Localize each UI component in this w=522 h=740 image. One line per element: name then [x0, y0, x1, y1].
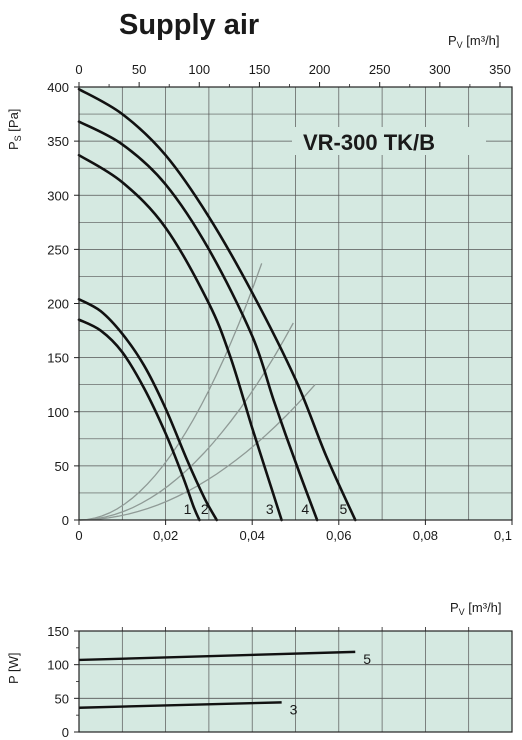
power-plot-frame [78, 630, 513, 733]
model-label-background [292, 127, 486, 155]
chart-title: Supply air [119, 9, 259, 41]
y-axis-label: PS [Pa] [6, 109, 23, 150]
fan-curve-3 [77, 153, 283, 522]
system-curve [78, 384, 316, 521]
system-curves [78, 263, 316, 521]
top-tick-label: 150 [249, 62, 271, 77]
top-tick-label: 0 [75, 62, 82, 77]
top-axis-unit-rest: [m³/h] [463, 33, 500, 48]
y-tick-label: 300 [47, 188, 69, 203]
y-tick-label: 250 [47, 242, 69, 257]
x-tick-label: 0,04 [240, 528, 265, 543]
power-curve-label-5: 5 [363, 651, 371, 667]
top-tick-label: 200 [309, 62, 331, 77]
fan-curve-4 [77, 120, 319, 522]
model-label: VR-300 TK/B [303, 130, 435, 155]
fan-curve-1 [77, 318, 201, 522]
power-curves: 53 [78, 650, 371, 717]
power-chart-x-unit-main: P [450, 600, 459, 615]
top-tick-label: 50 [132, 62, 146, 77]
power-chart-x-unit-rest: [m³/h] [465, 600, 502, 615]
x-tick-label: 0,1 [494, 528, 512, 543]
top-tick-label: 300 [429, 62, 451, 77]
top-axis-unit-label: PV [m³/h] [448, 33, 500, 50]
main-plot-tick-labels: 0 0,02 0,04 0,06 0,08 0,10 50 100 150 200 250 300 35… [47, 62, 512, 543]
fan-curve-label-3: 3 [266, 501, 274, 517]
y-axis-label-main: P [6, 141, 21, 150]
y-axis-label-sub: S [13, 135, 23, 141]
y-tick-label: 100 [47, 405, 69, 420]
main-plot-grid [79, 87, 512, 520]
y-tick-label: 200 [47, 297, 69, 312]
system-curve [78, 322, 294, 521]
power-y-tick-label: 100 [47, 658, 69, 673]
fan-curve-2 [77, 297, 218, 522]
power-plot-grid [79, 631, 512, 732]
top-axis-unit-sub: V [457, 40, 463, 50]
power-plot-tick-marks [74, 627, 470, 733]
power-curve-5 [78, 650, 356, 662]
y-tick-label: 50 [55, 459, 69, 474]
system-curve [78, 263, 263, 521]
y-tick-label: 350 [47, 134, 69, 149]
power-chart-x-unit-label: PV [m³/h] [450, 600, 502, 617]
top-tick-label: 100 [188, 62, 210, 77]
x-tick-label: 0,02 [153, 528, 178, 543]
fan-curve-label-5: 5 [339, 501, 347, 517]
y-tick-label: 150 [47, 351, 69, 366]
fan-curve-label-4: 4 [301, 501, 309, 517]
power-plot-tick-labels: 0 50 100 150 [47, 624, 69, 740]
y-tick-label: 400 [47, 80, 69, 95]
power-curve-3 [78, 701, 282, 709]
y-tick-label: 0 [62, 513, 69, 528]
fan-curve-5 [77, 87, 357, 522]
main-plot-frame [78, 86, 513, 521]
fan-curve-label-1: 1 [184, 501, 192, 517]
power-y-tick-label: 0 [62, 725, 69, 740]
top-tick-label: 350 [489, 62, 511, 77]
power-chart-y-label: P [W] [6, 652, 21, 684]
top-axis-unit-main: P [448, 33, 457, 48]
power-y-tick-label: 50 [55, 691, 69, 706]
power-y-tick-label: 150 [47, 624, 69, 639]
top-tick-label: 250 [369, 62, 391, 77]
x-tick-label: 0,08 [413, 528, 438, 543]
x-tick-label: 0,06 [326, 528, 351, 543]
fan-curve-label-2: 2 [201, 501, 209, 517]
x-tick-label: 0 [75, 528, 82, 543]
power-chart-x-unit-sub: V [459, 607, 465, 617]
y-axis-label-rest: [Pa] [6, 109, 21, 136]
power-curve-label-3: 3 [290, 701, 298, 717]
